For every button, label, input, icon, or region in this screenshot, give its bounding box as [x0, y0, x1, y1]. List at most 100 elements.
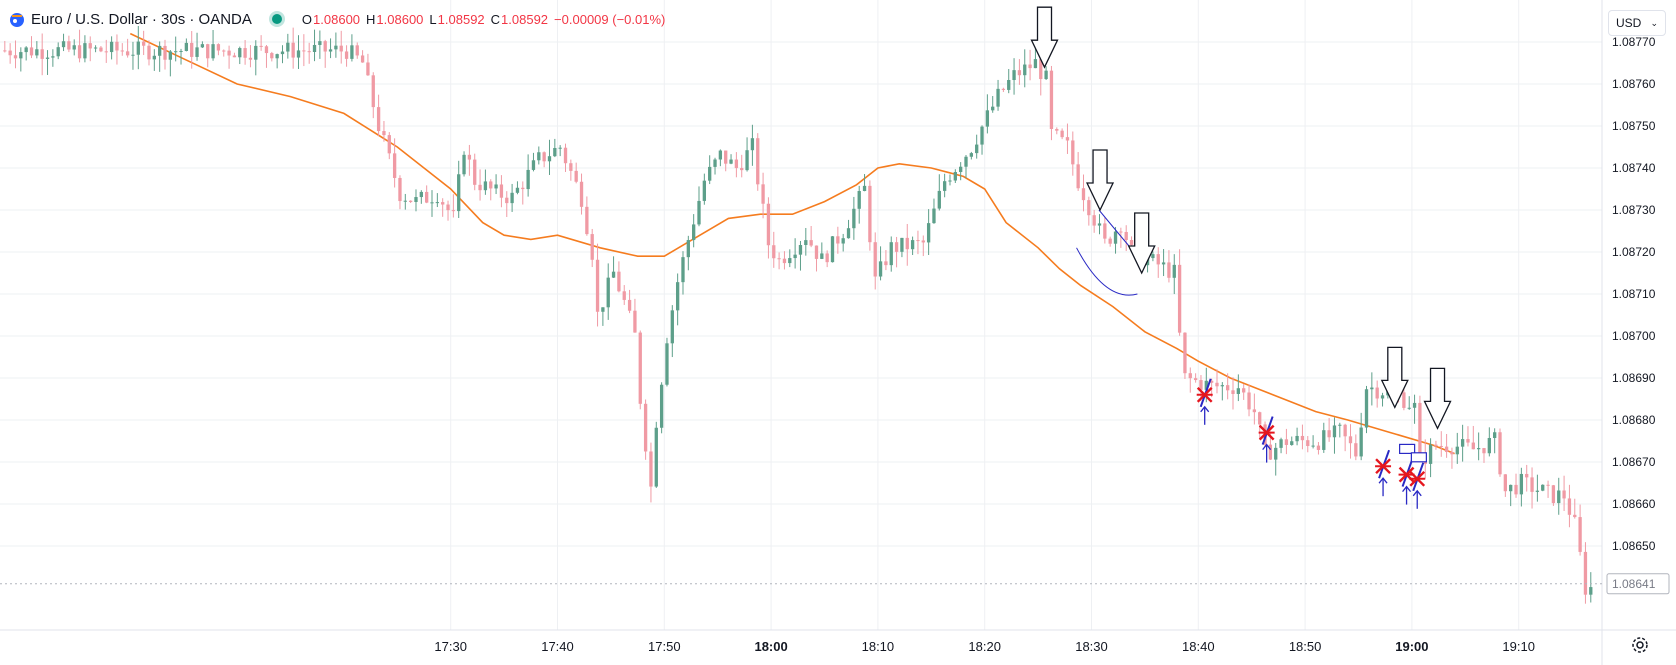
candle-up [702, 173, 707, 205]
candle-body [1007, 80, 1011, 90]
candle-body [985, 110, 990, 127]
candle-down [302, 34, 306, 67]
candle-body [820, 253, 824, 259]
candle-body [275, 54, 279, 59]
candle-down [1065, 123, 1070, 154]
symbol-title[interactable]: Euro / U.S. Dollar · 30s · OANDA [31, 10, 252, 28]
candle-down [489, 179, 493, 201]
candle-body [398, 177, 402, 202]
ohlc-close: C1.08592 [491, 12, 548, 27]
up-arrow-icon [1412, 489, 1422, 497]
candle-up [200, 41, 205, 48]
candle-down [398, 175, 402, 210]
candle-body [1028, 64, 1032, 69]
candle-up [932, 198, 936, 224]
candle-body [462, 154, 466, 175]
candle-down [595, 243, 600, 327]
candle-body [643, 403, 648, 452]
gear-icon[interactable] [1630, 635, 1650, 655]
tradingview-logo-icon [10, 13, 24, 27]
time-tick-label: 19:10 [1502, 639, 1535, 654]
candle-down [125, 38, 130, 58]
price-tick-label: 1.08660 [1612, 497, 1656, 511]
candle-body [296, 50, 301, 58]
candle-body [788, 258, 792, 264]
candle-body [905, 237, 909, 250]
candle-body [67, 41, 71, 50]
candle-down [638, 330, 642, 410]
candle-up [1509, 484, 1513, 507]
candle-body [1290, 441, 1294, 445]
candle-body [910, 240, 915, 250]
candle-down [579, 173, 584, 215]
candle-body [1012, 70, 1016, 81]
candle-down [1573, 498, 1577, 519]
candle-down [761, 172, 765, 219]
candles-layer [3, 25, 1593, 604]
candle-body [980, 126, 984, 145]
candle-up [238, 46, 242, 65]
candle-down [1103, 217, 1107, 244]
candle-up [1535, 474, 1540, 502]
candle-body [376, 107, 381, 132]
candle-body [1044, 70, 1048, 80]
candle-body [419, 191, 423, 198]
candle-body [1081, 188, 1086, 201]
candle-down [1167, 250, 1171, 283]
candle-up [510, 183, 514, 212]
candle-down [643, 399, 648, 460]
candle-body [382, 131, 386, 136]
candle-body [1231, 390, 1235, 394]
candle-down [425, 185, 429, 204]
candle-body [286, 42, 290, 52]
candle-down [259, 35, 263, 51]
candle-body [649, 451, 653, 487]
candle-body [323, 41, 327, 52]
candle-up [419, 190, 423, 204]
candle-body [1493, 432, 1497, 438]
candle-body [750, 138, 755, 151]
candle-down [1199, 375, 1203, 401]
candle-body [1546, 484, 1550, 486]
candle-body [521, 187, 525, 190]
candle-down [339, 30, 343, 64]
candle-body [45, 57, 50, 59]
high-label: H [366, 11, 376, 27]
candle-up [1589, 572, 1593, 603]
candle-body [1407, 407, 1411, 409]
candle-body [467, 154, 472, 160]
time-tick-label: 18:20 [968, 639, 1001, 654]
candle-body [1375, 387, 1379, 399]
candle-down [1258, 411, 1262, 439]
candle-body [627, 299, 632, 311]
candle-body [232, 55, 237, 58]
candle-up [531, 152, 536, 172]
candle-up [211, 29, 215, 61]
currency-select-button[interactable]: USD ⌄ [1608, 10, 1666, 36]
candle-up [1332, 417, 1337, 454]
candle-body [964, 156, 968, 167]
candle-body [457, 174, 461, 212]
candle-down [1498, 428, 1502, 477]
candle-down [542, 151, 546, 168]
candle-down [569, 159, 573, 181]
candle-body [350, 45, 354, 59]
candle-down [8, 43, 12, 64]
candle-body [1284, 439, 1289, 445]
candle-down [1076, 152, 1080, 191]
candle-up [334, 32, 338, 58]
down-arrow-icon [1127, 212, 1156, 275]
candle-body [1001, 88, 1006, 90]
candle-body [1535, 490, 1540, 492]
rectangle-drawing [1399, 443, 1416, 454]
signal-marker [1375, 449, 1392, 497]
candle-body [702, 180, 707, 201]
candle-down [766, 197, 771, 259]
candle-up [1279, 437, 1283, 454]
candle-up [45, 50, 50, 75]
candle-body [798, 245, 803, 255]
candle-body [270, 53, 274, 59]
candle-body [1092, 215, 1096, 226]
